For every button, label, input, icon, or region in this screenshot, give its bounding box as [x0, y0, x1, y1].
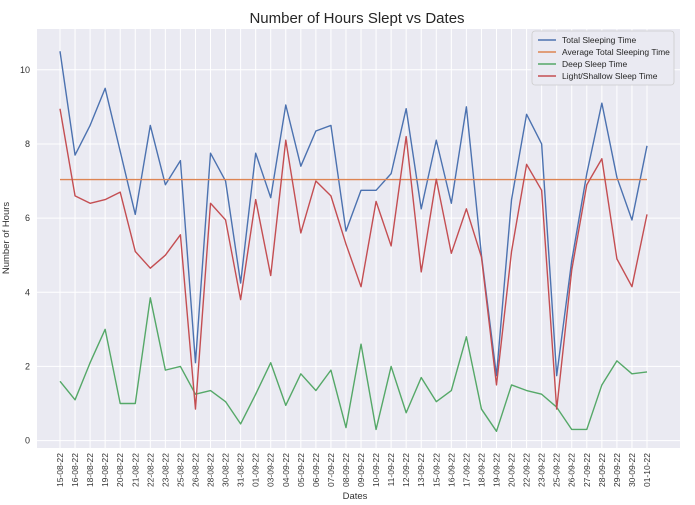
series-line-2: [59, 297, 648, 433]
legend-label-1: Average Total Sleeping Time: [562, 47, 670, 57]
x-tick-label: 22-09-22: [522, 453, 532, 487]
x-tick-label: 13-09-22: [416, 453, 426, 487]
x-tick-label: 16-09-22: [446, 453, 456, 487]
x-tick-label: 16-08-22: [70, 453, 80, 487]
x-tick-label: 06-09-22: [311, 453, 321, 487]
x-tick-label: 31-08-22: [236, 453, 246, 487]
x-tick-label: 23-09-22: [537, 453, 547, 487]
x-tick-label: 27-09-22: [582, 453, 592, 487]
legend-label-3: Light/Shallow Sleep Time: [562, 71, 658, 81]
x-tick-label: 20-08-22: [115, 453, 125, 487]
chart-title: Number of Hours Slept vs Dates: [249, 10, 464, 27]
x-tick-label: 21-08-22: [130, 453, 140, 487]
legend-box: [531, 30, 675, 86]
x-tick-label: 10-09-22: [371, 453, 381, 487]
y-tick-label: 2: [25, 361, 30, 371]
x-tick-label: 09-09-22: [356, 453, 366, 487]
x-tick-label: 17-09-22: [461, 453, 471, 487]
x-axis-ticks: 15-08-22 16-08-22 18-08-22 19-08-22 20-08-22…: [55, 453, 652, 487]
y-axis-label: Number of Hours: [1, 202, 12, 275]
x-tick-label: 28-09-22: [597, 453, 607, 487]
x-tick-label: 30-08-22: [221, 453, 231, 487]
x-tick-label: 03-09-22: [266, 453, 276, 487]
x-tick-label: 18-08-22: [85, 453, 95, 487]
plot-area: [37, 29, 680, 448]
series-line-0: [59, 51, 648, 377]
x-tick-label: 08-09-22: [341, 453, 351, 487]
legend-label-2: Deep Sleep Time: [562, 59, 627, 69]
x-tick-label: 05-09-22: [296, 453, 306, 487]
y-tick-label: 4: [25, 287, 30, 297]
grid-lines: [37, 29, 680, 448]
y-tick-label: 0: [25, 436, 30, 446]
x-tick-label: 28-08-22: [206, 453, 216, 487]
x-tick-label: 23-08-22: [160, 453, 170, 487]
y-tick-label: 10: [20, 65, 30, 75]
legend-label-0: Total Sleeping Time: [562, 35, 636, 45]
x-tick-label: 19-09-22: [491, 453, 501, 487]
x-tick-label: 19-08-22: [100, 453, 110, 487]
x-tick-label: 22-08-22: [145, 453, 155, 487]
y-axis-ticks: 0 2 4 6 8 10: [20, 65, 30, 446]
x-tick-label: 26-09-22: [567, 453, 577, 487]
x-tick-label: 25-08-22: [175, 453, 185, 487]
x-tick-label: 11-09-22: [386, 453, 396, 487]
x-tick-label: 20-09-22: [507, 453, 517, 487]
x-tick-label: 15-08-22: [55, 453, 65, 487]
x-tick-label: 26-08-22: [190, 453, 200, 487]
x-tick-label: 15-09-22: [431, 453, 441, 487]
y-tick-label: 6: [25, 213, 30, 223]
series-group: [59, 51, 648, 433]
x-tick-label: 25-09-22: [552, 453, 562, 487]
x-axis-label: Dates: [343, 491, 368, 502]
legend: Total Sleeping Time Average Total Sleepin…: [531, 30, 675, 86]
x-tick-label: 01-10-22: [642, 453, 652, 487]
x-tick-label: 01-09-22: [251, 453, 261, 487]
y-tick-label: 8: [25, 139, 30, 149]
x-tick-label: 04-09-22: [281, 453, 291, 487]
x-tick-label: 18-09-22: [476, 453, 486, 487]
x-tick-label: 30-09-22: [627, 453, 637, 487]
x-tick-label: 12-09-22: [401, 453, 411, 487]
x-tick-label: 29-09-22: [612, 453, 622, 487]
x-tick-label: 07-09-22: [326, 453, 336, 487]
series-line-3: [59, 108, 648, 410]
